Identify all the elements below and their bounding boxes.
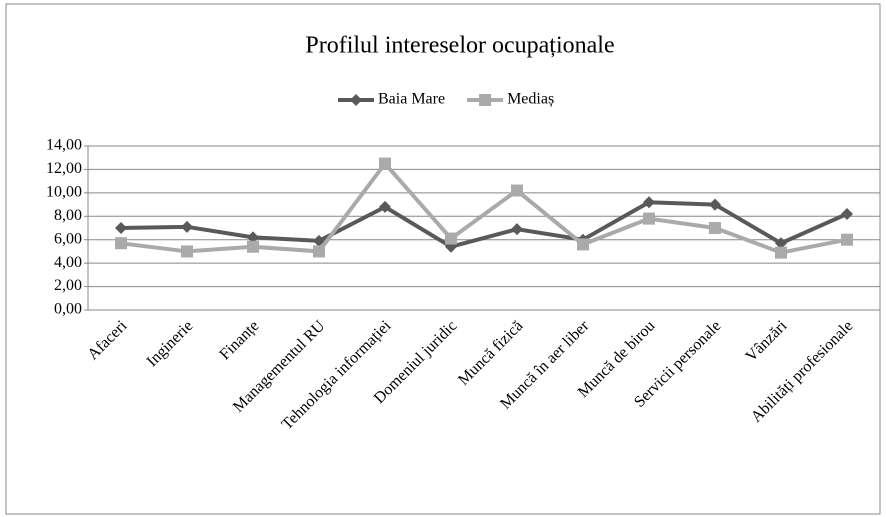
y-tick-label: 2,00: [54, 277, 82, 294]
point-marker: [379, 200, 391, 213]
y-tick-label: 4,00: [54, 254, 82, 271]
point-marker: [247, 240, 259, 253]
chart-title: Profilul intereselor ocupaționale: [305, 33, 614, 59]
y-tick-label: 0,00: [54, 301, 82, 318]
point-marker: [313, 245, 325, 258]
point-marker: [115, 222, 127, 234]
y-tick-label: 6,00: [54, 230, 82, 247]
chart-frame: [5, 3, 881, 515]
point-marker: [313, 234, 325, 247]
point-marker: [775, 246, 787, 259]
series-line: [120, 200, 848, 249]
y-tick-label: 12,00: [46, 160, 82, 177]
point-marker: [115, 237, 127, 250]
point-marker: [577, 238, 589, 251]
point-marker: [841, 233, 853, 246]
point-marker: [709, 222, 721, 234]
point-marker: [709, 198, 721, 211]
point-marker: [479, 94, 492, 106]
point-marker: [841, 207, 853, 220]
point-marker: [181, 220, 193, 233]
point-marker: [643, 196, 655, 209]
y-tick-label: 14,00: [46, 137, 82, 154]
y-tick-label: 8,00: [54, 207, 82, 224]
series-line: [120, 160, 848, 255]
point-marker: [511, 184, 523, 197]
y-tick-label: 10,00: [46, 184, 82, 201]
point-marker: [350, 94, 362, 106]
legend-label: Baia Mare: [378, 91, 445, 108]
point-marker: [181, 245, 193, 258]
point-marker: [445, 232, 457, 245]
point-marker: [775, 237, 787, 250]
point-marker: [247, 231, 259, 244]
legend-label: Mediaș: [507, 91, 554, 108]
point-marker: [379, 157, 391, 170]
point-marker: [643, 212, 655, 225]
point-marker: [511, 223, 523, 236]
